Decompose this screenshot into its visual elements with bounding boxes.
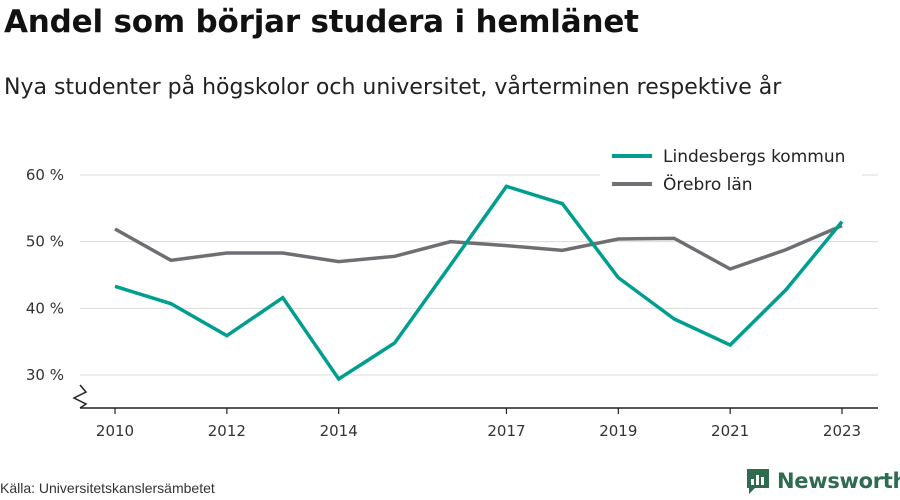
brand-logo: Newsworthy <box>745 467 900 495</box>
x-tick-label-2010: 2010 <box>96 422 134 440</box>
source-note: Källa: Universitetskanslersämbetet <box>0 480 215 496</box>
series-line-0 <box>114 184 844 382</box>
legend: Lindesbergs kommun Örebro län <box>600 142 862 198</box>
axis-break-mark <box>72 384 88 409</box>
legend-label-1: Örebro län <box>663 173 753 195</box>
x-tick-label-2014: 2014 <box>320 422 358 440</box>
y-tick-label-40: 40 % <box>26 299 64 317</box>
grid-lines <box>80 174 878 376</box>
y-tick-label-60: 60 % <box>26 166 64 184</box>
x-tick-label-2012: 2012 <box>208 422 246 440</box>
chart-title: Andel som börjar studera i hemlänet <box>4 4 639 40</box>
x-axis <box>72 384 878 409</box>
chart-subtitle: Nya studenter på högskolor och universit… <box>4 75 782 100</box>
brand-name: Newsworthy <box>777 469 900 493</box>
legend-background <box>600 142 862 198</box>
series-group <box>114 184 844 382</box>
newsworthy-logo-icon <box>747 469 769 494</box>
y-tick-label-30: 30 % <box>26 366 64 384</box>
legend-label-0: Lindesbergs kommun <box>663 147 845 167</box>
y-axis-ticks: 30 % 40 % 50 % 60 % <box>26 166 64 384</box>
x-tick-label-2017: 2017 <box>487 422 525 440</box>
x-axis-ticks: 2010 2012 2014 2017 2019 2021 2023 <box>96 408 861 440</box>
x-tick-label-2019: 2019 <box>599 422 637 440</box>
series-line-1 <box>114 224 843 271</box>
x-tick-label-2021: 2021 <box>711 422 749 440</box>
y-tick-label-50: 50 % <box>26 233 64 251</box>
x-tick-label-2023: 2023 <box>823 422 861 440</box>
